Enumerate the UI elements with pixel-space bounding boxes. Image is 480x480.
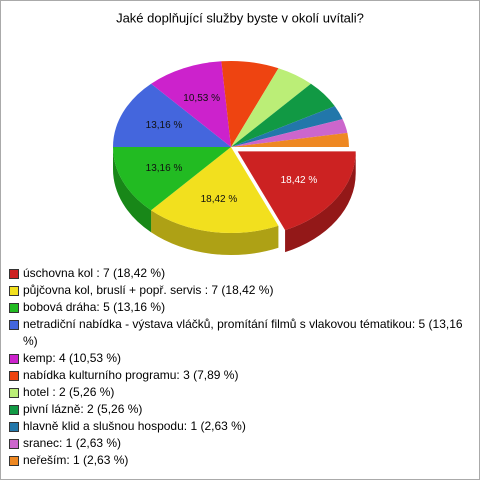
legend-label: nabídka kulturního programu: 3 (7,89 %) xyxy=(23,368,239,382)
slice xyxy=(231,119,348,147)
pie-area: Jaké doplňující služby byste v okolí uví… xyxy=(112,10,364,255)
legend-label: kemp: 4 (10,53 %) xyxy=(23,351,122,365)
legend-swatch xyxy=(9,269,19,279)
legend-label: hotel : 2 (5,26 %) xyxy=(23,385,115,399)
legend: úschovna kol : 7 (18,42 %) půjčovna kol, … xyxy=(9,265,471,469)
slice-label: 18,42 % xyxy=(201,194,238,205)
slice xyxy=(231,132,349,147)
legend-item: nabídka kulturního programu: 3 (7,89 %) xyxy=(9,367,471,384)
slice xyxy=(231,106,343,147)
legend-swatch xyxy=(9,439,19,449)
legend-swatch xyxy=(9,371,19,381)
legend-item: sranec: 1 (2,63 %) xyxy=(9,435,471,452)
legend-swatch xyxy=(9,405,19,415)
legend-item: úschovna kol : 7 (18,42 %) xyxy=(9,265,471,282)
legend-label: pivní lázně: 2 (5,26 %) xyxy=(23,402,143,416)
legend-label: bobová dráha: 5 (13,16 %) xyxy=(23,300,166,314)
slice xyxy=(231,68,311,147)
legend-item: netradiční nabídka - výstava vláčků, pro… xyxy=(9,316,471,350)
legend-label: úschovna kol : 7 (18,42 %) xyxy=(23,266,166,280)
chart-title: Jaké doplňující služby byste v okolí uví… xyxy=(116,10,364,25)
legend-item: neřeším: 1 (2,63 %) xyxy=(9,452,471,469)
slice xyxy=(237,151,356,231)
legend-item: hlavně klid a slušnou hospodu: 1 (2,63 %… xyxy=(9,418,471,435)
slice xyxy=(113,83,231,147)
slice xyxy=(112,146,231,211)
slice xyxy=(151,61,231,148)
legend-swatch xyxy=(9,422,19,432)
slice-side-shade xyxy=(151,210,279,255)
legend-label: půjčovna kol, bruslí + popř. servis : 7 … xyxy=(23,283,274,297)
legend-swatch xyxy=(9,303,19,313)
legend-label: sranec: 1 (2,63 %) xyxy=(23,436,122,450)
legend-item: pivní lázně: 2 (5,26 %) xyxy=(9,401,471,418)
slice-label: 13,16 % xyxy=(146,163,183,174)
slice-label: 10,53 % xyxy=(183,93,220,104)
slice-side-shade xyxy=(285,151,356,253)
slice xyxy=(151,147,279,233)
slice-side-shade xyxy=(113,147,152,233)
legend-label: neřeším: 1 (2,63 %) xyxy=(23,453,129,467)
legend-swatch xyxy=(9,354,19,364)
slice-label: 13,16 % xyxy=(146,120,183,131)
legend-item: hotel : 2 (5,26 %) xyxy=(9,384,471,401)
legend-swatch xyxy=(9,388,19,398)
legend-item: bobová dráha: 5 (13,16 %) xyxy=(9,299,471,316)
legend-swatch xyxy=(9,286,19,296)
slice xyxy=(231,83,335,147)
slice-label: 18,42 % xyxy=(281,175,318,186)
slice-side xyxy=(285,151,356,253)
slice-side xyxy=(113,147,152,233)
legend-label: netradiční nabídka - výstava vláčků, pro… xyxy=(23,317,463,348)
slice-side xyxy=(151,210,279,255)
legend-swatch xyxy=(9,320,19,330)
legend-item: půjčovna kol, bruslí + popř. servis : 7 … xyxy=(9,282,471,299)
legend-swatch xyxy=(9,456,19,466)
slice xyxy=(221,61,279,147)
legend-label: hlavně klid a slušnou hospodu: 1 (2,63 %… xyxy=(23,419,246,433)
legend-item: kemp: 4 (10,53 %) xyxy=(9,350,471,367)
